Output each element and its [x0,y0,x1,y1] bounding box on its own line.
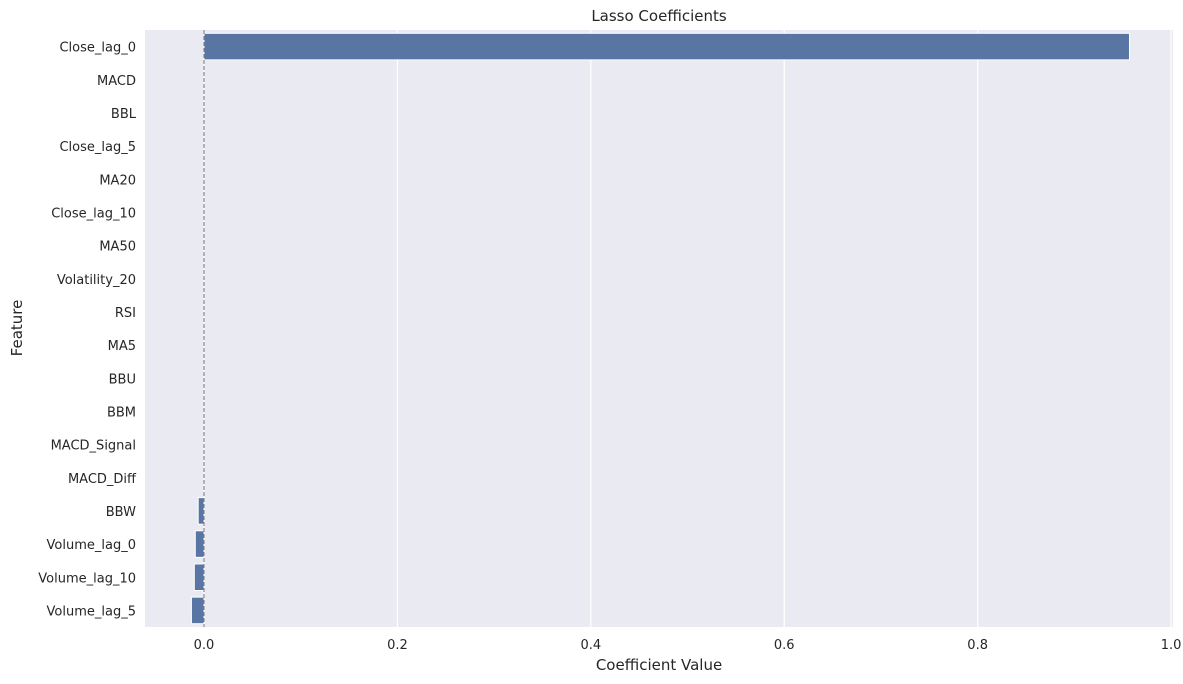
y-axis-title: Feature [8,300,26,357]
y-tick-label: BBU [109,372,136,387]
x-tick-labels: 0.0 0.2 0.4 0.6 0.8 1.0 [194,638,1182,653]
y-tick-label: BBL [111,107,137,122]
bar-volume-lag-10 [193,563,205,592]
bar-close-lag-0 [203,32,1130,61]
bars [190,32,1130,625]
y-tick-labels: Close_lag_0 MACD BBL Close_lag_5 MA20 Close_l… [38,41,137,620]
y-tick-label: BBW [106,505,136,520]
y-tick-label: Volume_lag_10 [38,571,136,586]
y-tick-label: Volume_lag_5 [47,604,136,619]
bar-volume-lag-5 [190,596,205,625]
y-tick-label: RSI [115,306,136,321]
y-tick-label: Close_lag_10 [51,206,136,221]
x-tick-label: 0.4 [580,638,601,653]
x-tick-label: 0.8 [967,638,988,653]
x-axis-title: Coefficient Value [596,656,722,674]
y-tick-label: MA20 [99,173,136,188]
bar-bbw [197,497,205,525]
y-tick-label: Close_lag_5 [59,140,136,155]
x-tick-label: 0.6 [774,638,795,653]
y-tick-label: MACD_Signal [51,439,136,454]
y-tick-label: MA50 [99,240,136,255]
y-tick-label: Volatility_20 [57,273,136,288]
plot-area [145,30,1173,627]
bar-volume-lag-0 [194,530,205,558]
chart-title: Lasso Coefficients [591,7,727,25]
y-tick-label: MACD_Diff [68,472,137,487]
gridlines [203,30,1172,627]
y-tick-label: MA5 [108,339,136,354]
y-tick-label: BBM [107,405,136,420]
y-tick-label: MACD [97,74,136,89]
y-tick-label: Close_lag_0 [59,41,136,56]
x-tick-label: 0.2 [387,638,408,653]
x-tick-label: 1.0 [1161,638,1182,653]
x-tick-label: 0.0 [194,638,215,653]
y-tick-label: Volume_lag_0 [47,538,136,553]
